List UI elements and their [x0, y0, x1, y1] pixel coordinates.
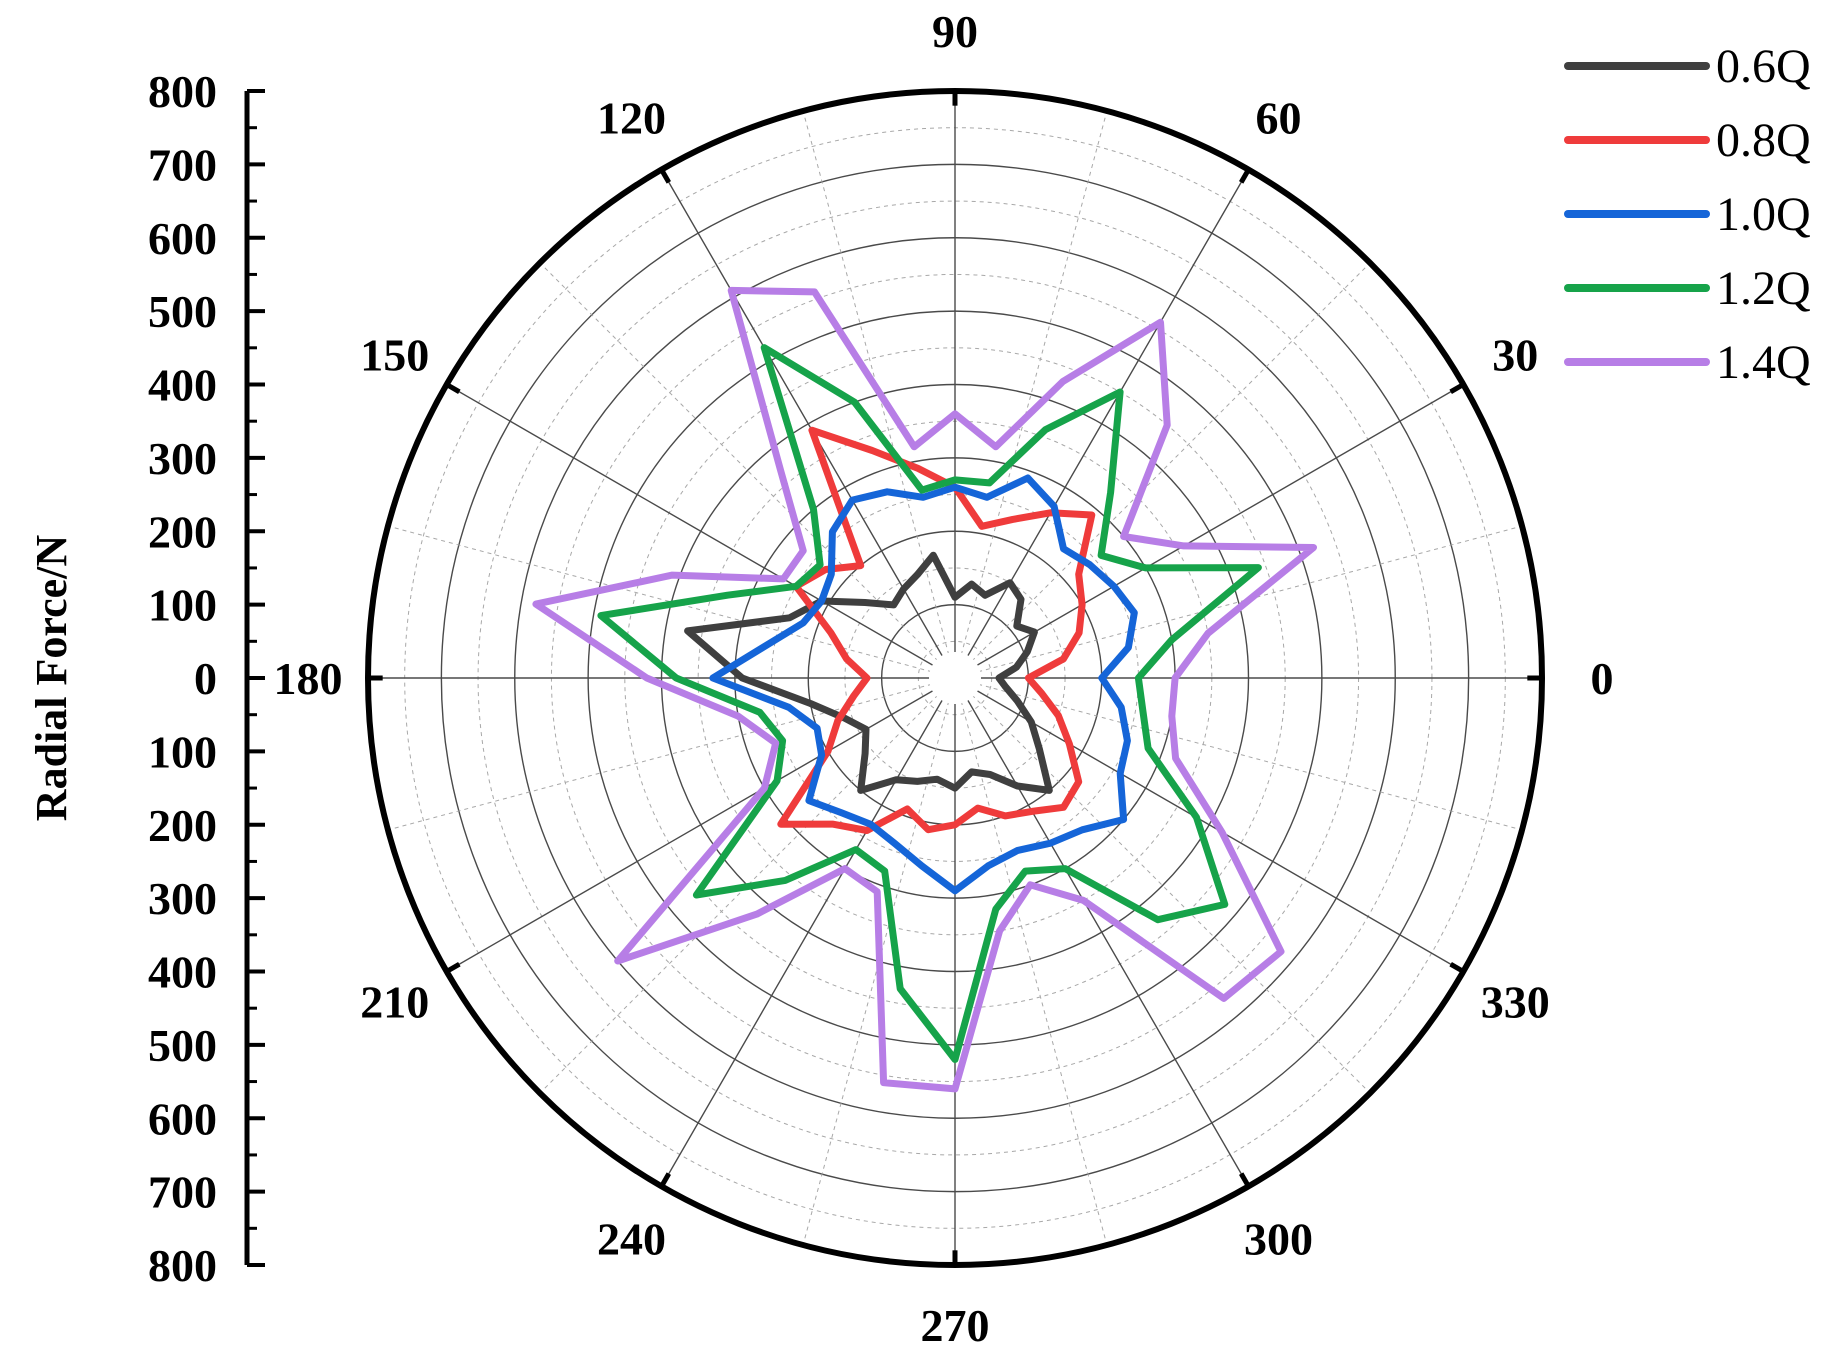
series-line-1.4Q — [532, 286, 1317, 1093]
series-line-1.2Q — [597, 344, 1262, 1063]
angle-major-tick — [1238, 1172, 1251, 1188]
angle-label-150: 150 — [360, 330, 429, 381]
legend-label-0.6Q: 0.6Q — [1716, 40, 1811, 93]
radial-tick-label: 400 — [148, 947, 217, 998]
angle-major-tick — [445, 961, 461, 974]
angle-label-210: 210 — [360, 977, 429, 1028]
radial-axis: Radial Force/N 800 700 600 500 400 300 200 100 0… — [27, 66, 265, 1291]
minor-grid-spoke — [539, 262, 956, 679]
polar-grid — [368, 91, 1542, 1265]
angle-major-tick — [659, 1172, 672, 1188]
grid-spoke — [446, 383, 956, 679]
minor-grid-spoke — [387, 525, 956, 679]
angle-major-tick — [1449, 961, 1465, 974]
grid-spoke — [954, 677, 1250, 1187]
angle-major-tick — [1449, 382, 1465, 395]
angle-major-tick — [1238, 168, 1251, 184]
series-line-1.0Q — [709, 474, 1138, 895]
radial-tick-label: 600 — [148, 1093, 217, 1144]
legend-label-1.0Q: 1.0Q — [1716, 188, 1811, 241]
angle-label-120: 120 — [597, 93, 666, 144]
radial-tick-label: 300 — [148, 433, 217, 484]
radial-tick-label: 700 — [148, 139, 217, 190]
angle-label-30: 30 — [1492, 330, 1538, 381]
angle-label-270: 270 — [921, 1300, 990, 1351]
grid-spoke — [954, 383, 1464, 679]
center-hub — [929, 652, 981, 704]
angle-label-180: 180 — [274, 653, 343, 704]
radial-tick-label: 600 — [148, 213, 217, 264]
minor-grid-spoke — [539, 677, 956, 1094]
angle-label-90: 90 — [932, 6, 978, 57]
minor-grid-spoke — [802, 677, 956, 1246]
radial-tick-label: 500 — [148, 1020, 217, 1071]
series-line-0.6Q — [684, 551, 1053, 794]
data-series-group — [532, 286, 1317, 1093]
minor-grid-spoke — [954, 677, 1371, 1094]
radial-tick-label: 200 — [148, 800, 217, 851]
radial-tick-label: 500 — [148, 286, 217, 337]
grid-spoke — [954, 169, 1250, 679]
angle-label-330: 330 — [1481, 977, 1550, 1028]
grid-spoke — [954, 677, 1464, 973]
angle-major-tick — [659, 168, 672, 184]
series-line-0.8Q — [777, 426, 1096, 834]
angle-label-0: 0 — [1591, 653, 1614, 704]
y-axis-label: Radial Force/N — [27, 535, 76, 822]
minor-grid-spoke — [387, 677, 956, 831]
angle-major-tick — [445, 382, 461, 395]
legend-label-0.8Q: 0.8Q — [1716, 114, 1811, 167]
legend-label-1.2Q: 1.2Q — [1716, 262, 1811, 315]
radial-tick-label: 200 — [148, 506, 217, 557]
radial-tick-label: 300 — [148, 873, 217, 924]
minor-grid-spoke — [954, 110, 1108, 679]
legend-label-1.4Q: 1.4Q — [1716, 336, 1811, 389]
angle-label-240: 240 — [597, 1213, 666, 1264]
minor-grid-spoke — [954, 262, 1371, 679]
grid-spoke — [446, 677, 956, 973]
legend: 0.6Q 0.8Q 1.0Q 1.2Q 1.4Q — [1564, 40, 1811, 389]
minor-grid-spoke — [802, 110, 956, 679]
grid-spoke — [660, 677, 956, 1187]
radial-tick-label: 100 — [148, 580, 217, 631]
radial-tick-label: 400 — [148, 360, 217, 411]
angle-label-60: 60 — [1256, 93, 1302, 144]
angle-tick-labels: 0 30 60 90 120 150 180 210 240 270 300 330 — [274, 6, 1614, 1351]
radial-tick-label: 800 — [148, 66, 217, 117]
radial-tick-label: 100 — [148, 726, 217, 777]
grid-spoke — [660, 169, 956, 679]
angle-label-300: 300 — [1244, 1213, 1313, 1264]
radial-tick-label: 0 — [194, 653, 217, 704]
polar-frame — [365, 88, 1545, 1268]
radial-tick-label: 800 — [148, 1240, 217, 1291]
radial-tick-label: 700 — [148, 1167, 217, 1218]
minor-grid-spoke — [954, 525, 1523, 679]
